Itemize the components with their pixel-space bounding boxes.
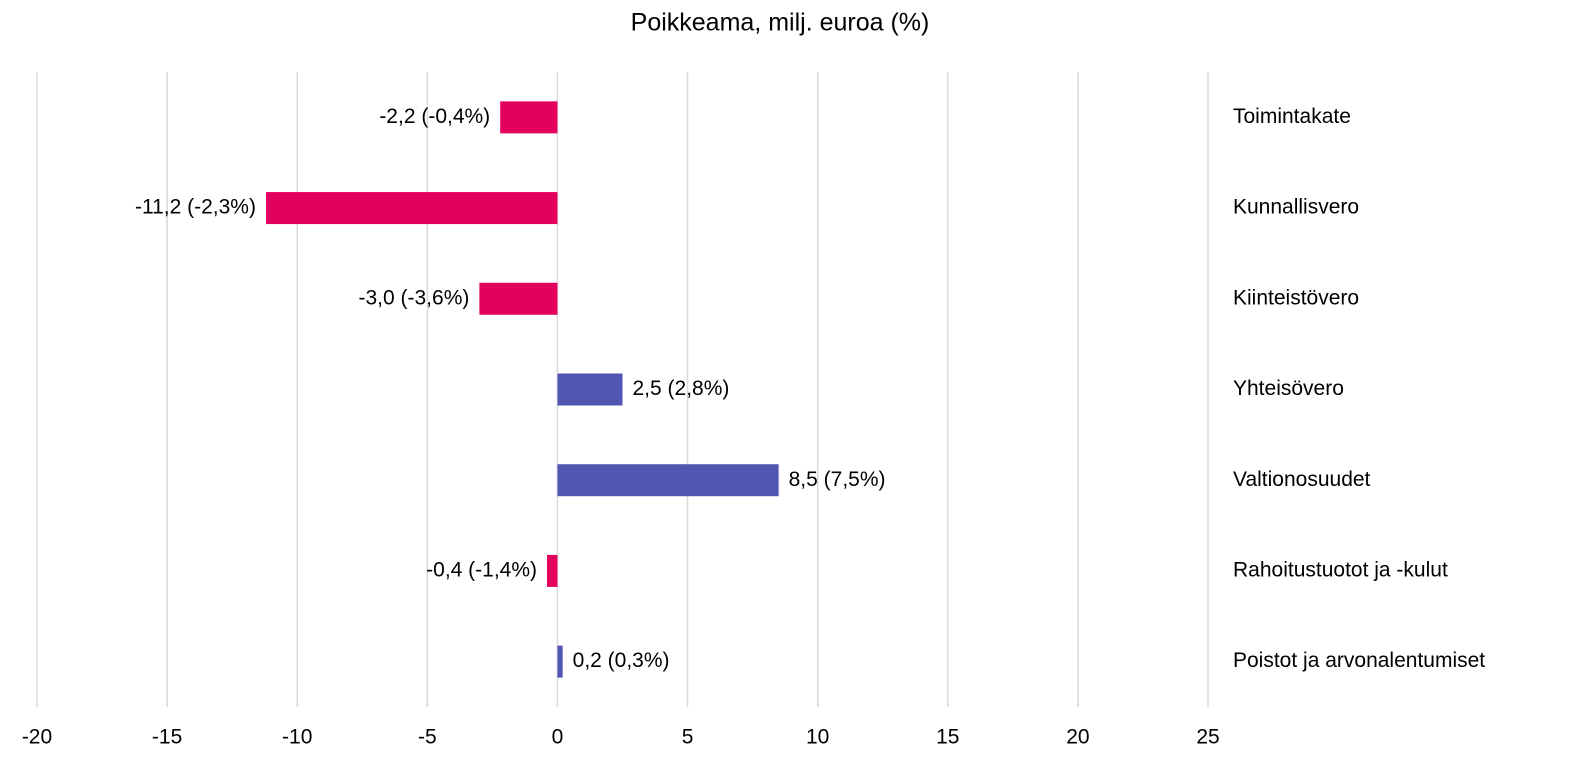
bar — [500, 101, 558, 134]
bar — [557, 373, 623, 406]
bar — [557, 645, 563, 678]
data-label: -0,4 (-1,4%) — [426, 558, 537, 581]
data-label: 8,5 (7,5%) — [789, 468, 886, 491]
bar — [547, 554, 558, 587]
data-label: -3,0 (-3,6%) — [359, 286, 470, 309]
x-tick-label: -15 — [152, 726, 182, 749]
category-label: Poistot ja arvonalentumiset — [1233, 649, 1485, 672]
x-tick-label: -5 — [418, 726, 437, 749]
x-tick-label: -20 — [22, 726, 52, 749]
data-label: -11,2 (-2,3%) — [135, 196, 256, 219]
x-tick-label: 5 — [682, 726, 694, 749]
x-tick-label: 10 — [806, 726, 829, 749]
data-label: 0,2 (0,3%) — [573, 649, 670, 672]
chart-title: Poikkeama, milj. euroa (%) — [631, 9, 930, 37]
x-tick-label: 20 — [1066, 726, 1089, 749]
category-label: Kiinteistövero — [1233, 286, 1359, 309]
category-label: Rahoitustuotot ja -kulut — [1233, 558, 1448, 581]
bar — [479, 282, 558, 315]
bar — [557, 464, 779, 497]
data-label: 2,5 (2,8%) — [633, 377, 730, 400]
category-label: Valtionosuudet — [1233, 468, 1371, 491]
category-label: Toimintakate — [1233, 105, 1351, 128]
x-tick-label: -10 — [282, 726, 312, 749]
x-tick-label: 25 — [1196, 726, 1219, 749]
category-label: Yhteisövero — [1233, 377, 1344, 400]
bar — [265, 192, 558, 225]
data-label: -2,2 (-0,4%) — [379, 105, 490, 128]
x-tick-label: 15 — [936, 726, 959, 749]
category-label: Kunnallisvero — [1233, 196, 1359, 219]
x-tick-label: 0 — [552, 726, 564, 749]
